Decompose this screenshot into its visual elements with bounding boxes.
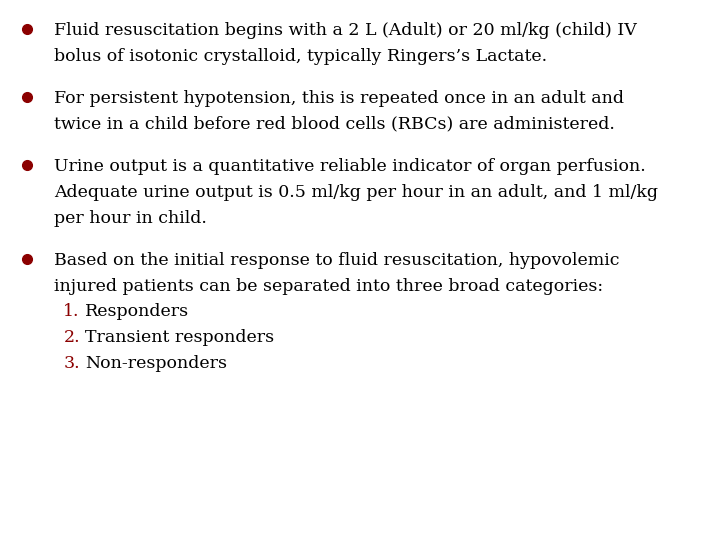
Text: Adequate urine output is 0.5 ml/kg per hour in an adult, and 1 ml/kg: Adequate urine output is 0.5 ml/kg per h… — [54, 184, 658, 200]
Text: Responders: Responders — [85, 303, 189, 320]
Text: per hour in child.: per hour in child. — [54, 210, 207, 226]
Text: 3.: 3. — [63, 355, 80, 372]
Text: Transient responders: Transient responders — [85, 329, 274, 346]
Text: twice in a child before red blood cells (RBCs) are administered.: twice in a child before red blood cells … — [54, 116, 615, 132]
Text: Based on the initial response to fluid resuscitation, hypovolemic: Based on the initial response to fluid r… — [54, 252, 619, 268]
Text: Urine output is a quantitative reliable indicator of organ perfusion.: Urine output is a quantitative reliable … — [54, 158, 646, 174]
Text: Non-responders: Non-responders — [85, 355, 227, 372]
Text: Fluid resuscitation begins with a 2 L (Adult) or 20 ml/kg (child) IV: Fluid resuscitation begins with a 2 L (A… — [54, 22, 636, 38]
Text: 1.: 1. — [63, 303, 80, 320]
Text: For persistent hypotension, this is repeated once in an adult and: For persistent hypotension, this is repe… — [54, 90, 624, 106]
Text: 2.: 2. — [63, 329, 80, 346]
Text: injured patients can be separated into three broad categories:: injured patients can be separated into t… — [54, 278, 603, 294]
Text: bolus of isotonic crystalloid, typically Ringers’s Lactate.: bolus of isotonic crystalloid, typically… — [54, 48, 547, 64]
